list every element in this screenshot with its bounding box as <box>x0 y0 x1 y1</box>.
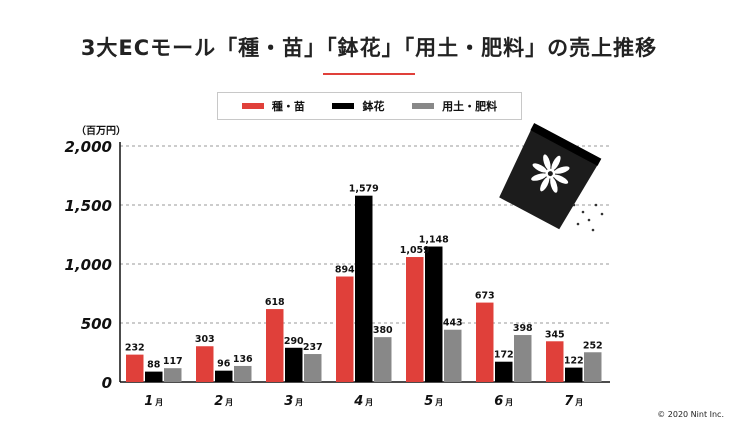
bar <box>495 361 513 382</box>
data-label: 1,148 <box>419 235 449 246</box>
legend-swatch-soil <box>412 103 435 109</box>
bar <box>476 302 494 382</box>
data-label: 237 <box>303 342 323 353</box>
legend: 種・苗 鉢花 用土・肥料 <box>217 92 522 120</box>
bar <box>374 337 392 382</box>
y-tick-label: 1,000 <box>65 256 112 274</box>
bar <box>126 354 144 382</box>
bar <box>355 195 373 382</box>
bar <box>514 335 532 382</box>
y-tick-label: 2,000 <box>65 138 112 156</box>
legend-item-seeds: 種・苗 <box>241 98 305 114</box>
bar <box>196 346 214 382</box>
data-label: 136 <box>233 354 253 365</box>
bar <box>145 371 163 382</box>
data-label: 673 <box>475 291 495 302</box>
bar <box>584 352 602 382</box>
y-tick-label: 0 <box>102 374 112 392</box>
legend-item-soil: 用土・肥料 <box>412 98 497 114</box>
data-label: 618 <box>265 297 285 308</box>
data-label: 303 <box>195 334 215 345</box>
bar <box>546 341 564 382</box>
bar <box>215 370 233 382</box>
bar <box>234 365 252 382</box>
bar <box>444 329 462 382</box>
bar <box>425 246 443 382</box>
legend-label-seeds: 種・苗 <box>271 100 305 113</box>
legend-item-pots: 鉢花 <box>332 98 384 114</box>
bar <box>285 347 303 382</box>
data-label: 88 <box>147 360 161 371</box>
data-label: 290 <box>284 336 304 347</box>
y-tick-labels: 2,000 1,500 1,000 500 0 <box>65 138 112 392</box>
data-label: 894 <box>335 265 355 276</box>
y-tick-label: 1,500 <box>65 197 112 215</box>
legend-swatch-pots <box>332 103 355 109</box>
data-label: 398 <box>513 323 533 334</box>
seed-bag-icon <box>499 123 604 232</box>
data-label: 345 <box>545 329 565 340</box>
data-label: 443 <box>443 318 463 329</box>
bars <box>126 195 602 382</box>
bar <box>164 368 182 382</box>
y-tick-label: 500 <box>81 315 112 333</box>
data-label: 1,579 <box>349 184 379 195</box>
data-label: 96 <box>217 359 231 370</box>
chart-title: 3大ECモール「種・苗」「鉢花」「用土・肥料」の売上推移 <box>80 36 658 60</box>
data-label: 117 <box>163 356 183 367</box>
data-label: 122 <box>564 356 584 367</box>
data-label: 252 <box>583 340 603 351</box>
data-label: 380 <box>373 325 393 336</box>
title-underline <box>323 73 415 75</box>
data-label: 172 <box>494 350 514 361</box>
data-label: 1,059 <box>400 245 430 256</box>
copyright-notice: © 2020 Nint Inc. <box>657 410 724 419</box>
bar <box>304 354 322 382</box>
y-axis-unit: （百万円） <box>76 126 126 137</box>
data-label: 232 <box>125 343 145 354</box>
legend-label-pots: 鉢花 <box>362 100 385 113</box>
legend-label-soil: 用土・肥料 <box>442 100 498 113</box>
legend-swatch-seeds <box>241 103 264 109</box>
bar <box>406 257 424 382</box>
bar <box>336 276 354 382</box>
bar <box>565 367 583 382</box>
bar <box>266 309 284 382</box>
